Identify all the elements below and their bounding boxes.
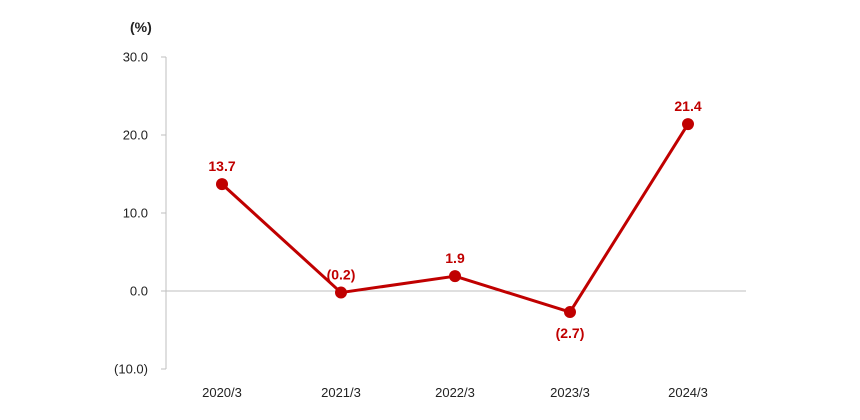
- data-label: (2.7): [556, 325, 585, 341]
- data-point: [216, 178, 228, 191]
- y-tick-label: 10.0: [123, 206, 148, 221]
- data-labels: 13.7 (0.2) 1.9 (2.7) 21.4: [208, 98, 701, 341]
- data-label: 1.9: [445, 250, 465, 266]
- data-point: [564, 306, 576, 319]
- series-line: [220, 123, 690, 314]
- data-point: [335, 286, 347, 299]
- x-tick-label: 2023/3: [550, 385, 590, 400]
- y-tick-label: 0.0: [130, 284, 148, 299]
- data-point: [682, 118, 694, 131]
- data-points: [216, 118, 694, 319]
- data-label: (0.2): [327, 267, 356, 283]
- x-tick-label: 2020/3: [202, 385, 242, 400]
- y-tick-label: 20.0: [123, 128, 148, 143]
- y-tick-label: (10.0): [114, 362, 148, 377]
- x-tick-label: 2021/3: [321, 385, 361, 400]
- data-point: [449, 270, 461, 283]
- y-axis-unit-label: (%): [130, 19, 152, 35]
- data-label: 21.4: [674, 98, 701, 114]
- x-tick-label: 2022/3: [435, 385, 475, 400]
- y-axis-ticks: 30.0 20.0 10.0 0.0 (10.0): [114, 50, 166, 377]
- y-tick-label: 30.0: [123, 50, 148, 65]
- x-tick-label: 2024/3: [668, 385, 708, 400]
- data-label: 13.7: [208, 158, 235, 174]
- x-axis-ticks: 2020/3 2021/3 2022/3 2023/3 2024/3: [202, 385, 708, 400]
